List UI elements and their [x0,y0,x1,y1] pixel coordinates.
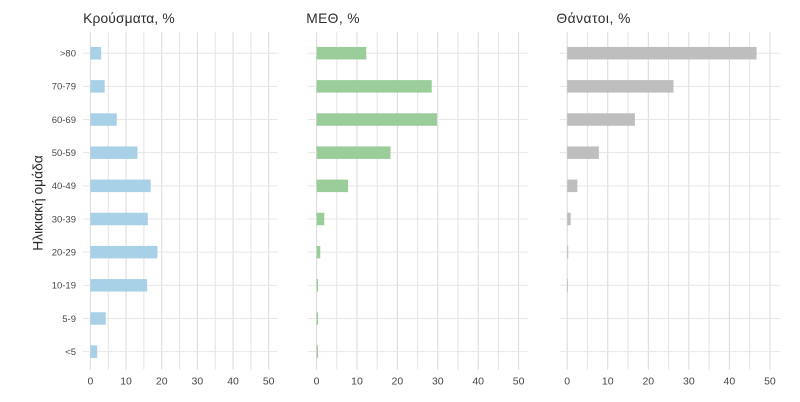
svg-text:10: 10 [120,375,132,387]
svg-text:Κρούσματα, %: Κρούσματα, % [83,11,175,26]
svg-text:0: 0 [564,375,570,387]
svg-text:30: 30 [192,375,204,387]
svg-text:20-29: 20-29 [52,247,76,258]
svg-text:70-79: 70-79 [52,82,76,93]
svg-text:30: 30 [683,375,695,387]
svg-text:20: 20 [392,375,404,387]
svg-text:50: 50 [513,375,525,387]
svg-text:50: 50 [263,375,275,387]
svg-text:60-69: 60-69 [52,115,76,126]
svg-text:Θάνατοι, %: Θάνατοι, % [556,11,631,26]
svg-text:5-9: 5-9 [62,314,76,325]
svg-text:50-59: 50-59 [52,148,76,159]
svg-text:30: 30 [432,375,444,387]
svg-text:0: 0 [314,375,320,387]
svg-text:0: 0 [87,375,93,387]
svg-text:40: 40 [227,375,239,387]
svg-text:20: 20 [156,375,168,387]
svg-text:>80: >80 [60,49,76,60]
svg-text:ΜΕΘ, %: ΜΕΘ, % [306,11,360,26]
svg-text:10-19: 10-19 [52,281,76,292]
svg-text:40: 40 [472,375,484,387]
svg-text:10: 10 [351,375,363,387]
svg-text:40-49: 40-49 [52,181,76,192]
svg-text:20: 20 [642,375,654,387]
svg-text:40: 40 [724,375,736,387]
svg-text:50: 50 [764,375,776,387]
svg-text:<5: <5 [65,347,76,358]
svg-text:10: 10 [602,375,614,387]
svg-text:30-39: 30-39 [52,214,76,225]
svg-text:Ηλικιακή ομάδα: Ηλικιακή ομάδα [31,155,46,251]
